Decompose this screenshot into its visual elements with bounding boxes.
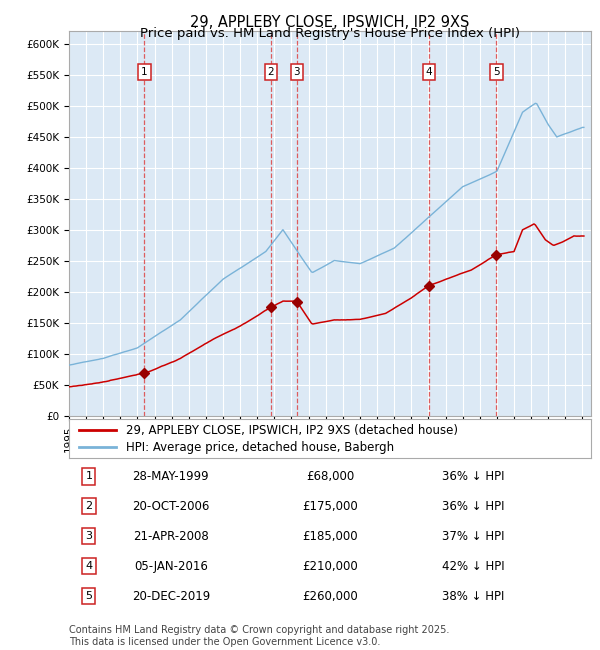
Text: 05-JAN-2016: 05-JAN-2016	[134, 560, 208, 573]
Text: 42% ↓ HPI: 42% ↓ HPI	[442, 560, 505, 573]
Text: 5: 5	[85, 591, 92, 601]
Text: 38% ↓ HPI: 38% ↓ HPI	[442, 590, 505, 603]
Text: 21-APR-2008: 21-APR-2008	[133, 530, 209, 543]
Text: 29, APPLEBY CLOSE, IPSWICH, IP2 9XS (detached house): 29, APPLEBY CLOSE, IPSWICH, IP2 9XS (det…	[127, 424, 458, 437]
Text: 36% ↓ HPI: 36% ↓ HPI	[442, 470, 505, 483]
Text: 1: 1	[85, 471, 92, 482]
Text: 36% ↓ HPI: 36% ↓ HPI	[442, 500, 505, 513]
Text: HPI: Average price, detached house, Babergh: HPI: Average price, detached house, Babe…	[127, 441, 395, 454]
Text: £185,000: £185,000	[302, 530, 358, 543]
Text: 3: 3	[293, 66, 300, 77]
Text: 28-MAY-1999: 28-MAY-1999	[133, 470, 209, 483]
Text: 29, APPLEBY CLOSE, IPSWICH, IP2 9XS: 29, APPLEBY CLOSE, IPSWICH, IP2 9XS	[190, 15, 470, 30]
Text: 20-DEC-2019: 20-DEC-2019	[131, 590, 210, 603]
Text: 5: 5	[493, 66, 500, 77]
Text: 4: 4	[425, 66, 432, 77]
Text: 20-OCT-2006: 20-OCT-2006	[132, 500, 209, 513]
Text: £260,000: £260,000	[302, 590, 358, 603]
Text: 2: 2	[268, 66, 274, 77]
Text: 4: 4	[85, 561, 92, 571]
Text: £210,000: £210,000	[302, 560, 358, 573]
Text: 2: 2	[85, 501, 92, 512]
Text: Price paid vs. HM Land Registry's House Price Index (HPI): Price paid vs. HM Land Registry's House …	[140, 27, 520, 40]
Text: £68,000: £68,000	[306, 470, 354, 483]
Text: Contains HM Land Registry data © Crown copyright and database right 2025.
This d: Contains HM Land Registry data © Crown c…	[69, 625, 449, 647]
Text: 3: 3	[85, 531, 92, 541]
Text: 1: 1	[141, 66, 148, 77]
Text: £175,000: £175,000	[302, 500, 358, 513]
Text: 37% ↓ HPI: 37% ↓ HPI	[442, 530, 505, 543]
